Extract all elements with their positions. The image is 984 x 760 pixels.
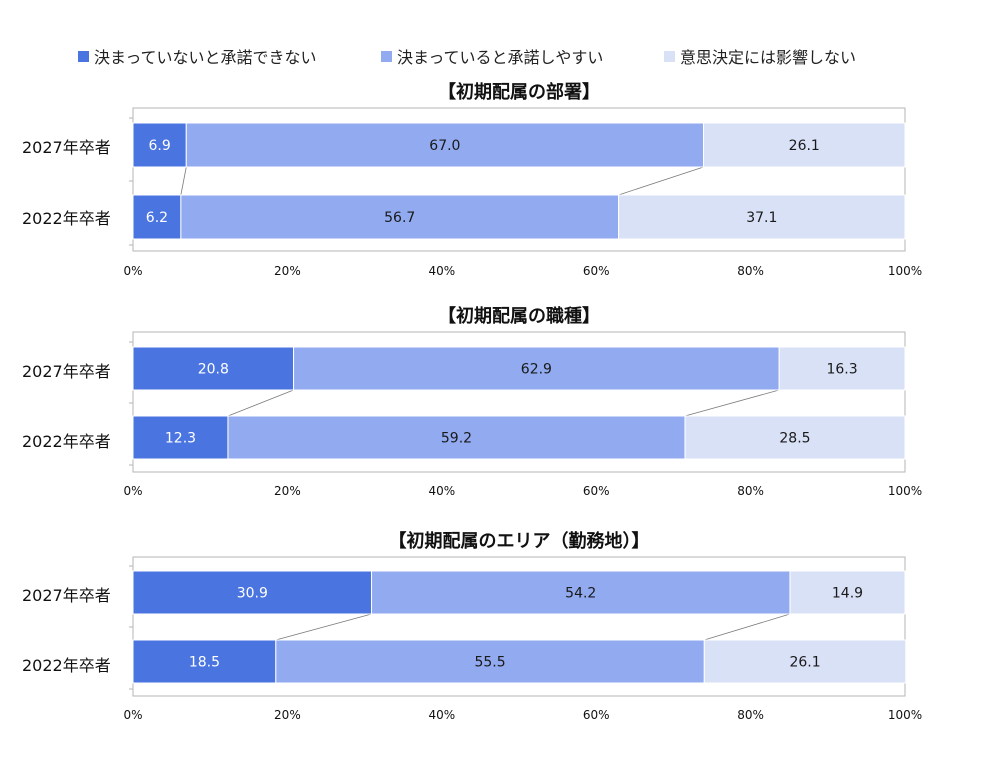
x-tick-label: 20% [274,708,301,722]
data-label-decided: 54.2 [565,586,596,602]
series-connector-line [180,166,187,196]
bar-not-decided [132,194,182,240]
series-connector-line [704,613,791,641]
bar-no-effect [618,194,906,240]
row-label-2022: 2022年卒者 [22,432,111,451]
x-tick-label: 20% [274,484,301,498]
chart-title-department: 【初期配属の部署】 [438,82,600,103]
row-label-2027: 2027年卒者 [22,138,111,157]
bar-no-effect [789,570,906,615]
data-label-decided: 56.7 [384,210,415,226]
bar-decided [180,194,620,240]
row-label-2027: 2027年卒者 [22,586,111,605]
data-label-decided: 55.5 [474,655,505,671]
bar-no-effect [703,122,906,168]
x-tick-label: 60% [582,708,610,722]
x-tick-label: 60% [582,264,610,278]
legend-label-no-effect: 意思決定には影響しない [680,48,857,67]
x-tick-label: 60% [582,484,610,498]
bar-no-effect [703,639,907,684]
row-label-2022: 2022年卒者 [22,656,111,675]
x-tick-label: 100% [887,484,923,498]
bar-not-decided [132,122,187,168]
x-tick-label: 20% [274,264,301,278]
data-label-no-effect: 28.5 [779,431,810,447]
data-label-decided: 62.9 [521,362,552,378]
legend-swatch-no-effect [664,50,675,62]
data-label-not-decided: 12.3 [165,431,196,447]
series-connector-line [684,389,780,417]
row-label-2022: 2022年卒者 [22,209,111,228]
series-connector-line [275,613,372,641]
data-label-decided: 59.2 [441,431,472,447]
series-connector-line [227,389,294,417]
data-label-no-effect: 14.9 [832,586,863,602]
legend-item-no-effect: 意思決定には影響しない [664,44,856,68]
series-connector-line [618,166,704,196]
x-tick-label: 80% [737,264,764,278]
x-tick-label: 0% [123,484,143,498]
data-label-not-decided: 6.2 [146,210,168,226]
data-label-no-effect: 16.3 [826,362,857,378]
data-label-no-effect: 26.1 [789,138,820,154]
x-tick-label: 80% [737,484,764,498]
x-tick-label: 100% [887,264,923,278]
legend: 決まっていないと承諾できない 決まっていると承諾しやすい 意思決定には影響しない [0,44,984,68]
row-label-2027: 2027年卒者 [22,362,111,381]
legend-swatch-decided [381,50,392,62]
bar-decided [275,639,705,684]
data-label-no-effect: 26.1 [789,655,820,671]
legend-swatch-not-decided [78,50,89,62]
x-tick-label: 80% [737,708,764,722]
legend-label-not-decided: 決まっていないと承諾できない [94,48,317,67]
x-tick-label: 40% [428,484,456,498]
legend-label-decided: 決まっていると承諾しやすい [397,48,604,67]
data-label-decided: 67.0 [429,138,460,154]
data-label-no-effect: 37.1 [746,210,777,226]
bar-decided [371,570,791,615]
data-label-not-decided: 6.9 [149,138,171,154]
data-label-not-decided: 18.5 [189,655,220,671]
x-tick-label: 0% [123,264,143,278]
bar-decided [185,122,705,168]
legend-item-decided: 決まっていると承諾しやすい [381,44,603,68]
x-tick-label: 40% [428,264,456,278]
legend-item-not-decided: 決まっていないと承諾できない [78,44,317,68]
x-tick-label: 100% [887,708,923,722]
bar-not-decided [132,415,229,460]
x-tick-label: 40% [428,708,456,722]
x-tick-label: 0% [123,708,143,722]
chart-title-area: 【初期配属のエリア（勤務地）】 [388,531,650,552]
bar-no-effect [778,346,906,391]
bar-decided [227,415,686,460]
data-label-not-decided: 20.8 [198,362,229,378]
bar-not-decided [132,639,277,684]
data-label-not-decided: 30.9 [237,586,268,602]
bar-no-effect [684,415,906,460]
chart-title-job-type: 【初期配属の職種】 [438,306,600,327]
